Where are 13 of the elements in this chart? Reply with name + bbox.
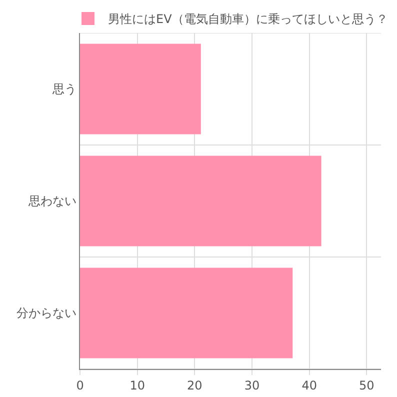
x-tick-label: 20 <box>187 378 202 392</box>
y-tick-label: 思わない <box>28 194 77 208</box>
x-tick-label: 30 <box>244 378 260 392</box>
y-tick-label: 分からない <box>16 306 77 320</box>
legend-label: 男性にはEV（電気自動車）に乗ってほしいと思う？ <box>108 12 388 26</box>
bar <box>80 44 201 134</box>
x-tick-label: 10 <box>130 378 145 392</box>
x-tick-label: 0 <box>76 378 84 392</box>
bar <box>80 156 322 246</box>
x-tick-label: 50 <box>359 378 374 392</box>
y-tick-label: 思う <box>52 82 77 96</box>
bar <box>80 268 293 358</box>
x-tick-label: 40 <box>302 378 317 392</box>
